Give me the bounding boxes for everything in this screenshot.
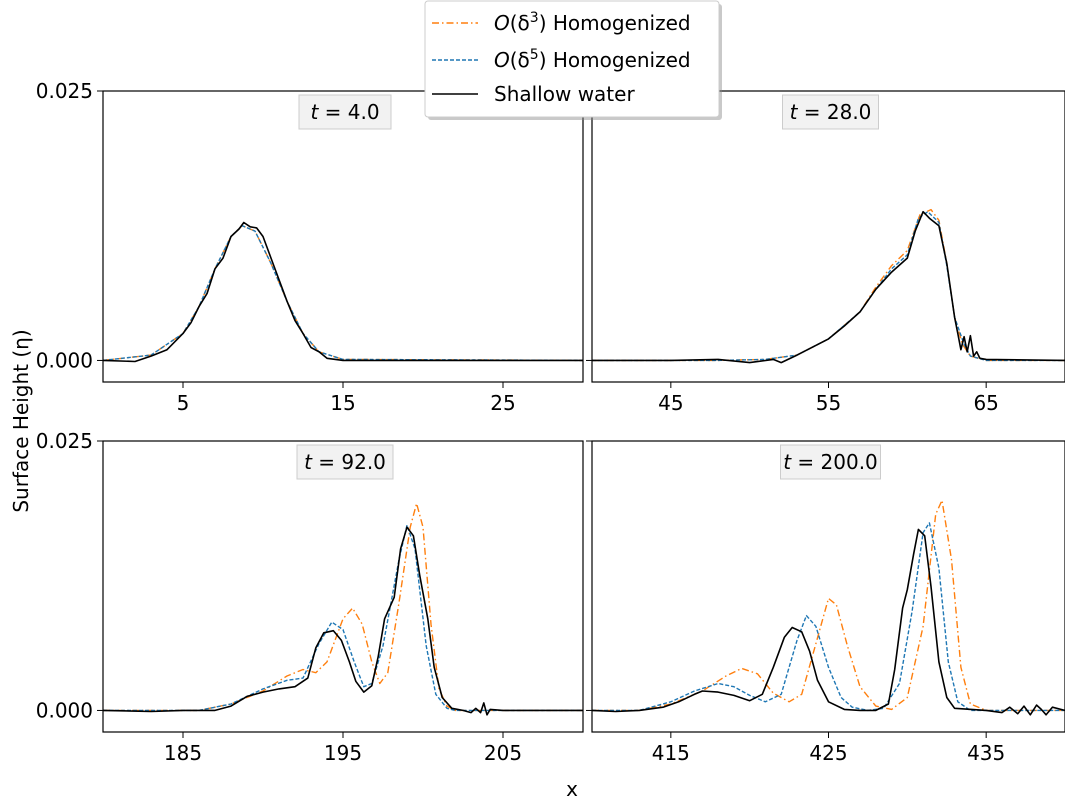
series-line-o3 [103, 226, 583, 361]
time-value: = 92.0 [312, 450, 386, 474]
series-line-o3 [103, 504, 583, 711]
legend-sup-o5: 5 [530, 47, 539, 63]
panel-4: 415 425 435 t = 200.0 [586, 441, 1065, 765]
time-value: = 28.0 [797, 100, 871, 124]
legend-label-o3: O(δ3) Homogenized [494, 10, 691, 35]
series-line-o3 [592, 500, 1065, 710]
y-axis-label: Surface Height (η) [9, 329, 33, 512]
x-tick-label: 15 [330, 391, 355, 415]
x-tick-label: 425 [809, 741, 847, 765]
series-line-o5 [103, 525, 583, 710]
x-tick-label: 25 [490, 391, 515, 415]
x-tick-label: 415 [652, 741, 690, 765]
x-tick-label: 45 [658, 391, 683, 415]
legend-sup-o3: 3 [530, 10, 539, 26]
series-line-sw [103, 527, 583, 715]
panel-2: 45 55 65 t = 28.0 [586, 91, 1065, 415]
x-tick-label: 5 [177, 391, 190, 415]
x-axis-label: x [566, 777, 578, 801]
series-line-sw [592, 212, 1065, 363]
panel-frame [103, 441, 583, 732]
x-tick-label: 195 [324, 741, 362, 765]
y-tick-label: 0.025 [36, 79, 93, 103]
time-value: = 4.0 [318, 100, 379, 124]
legend-label-sw: Shallow water [494, 82, 635, 106]
series-line-o5 [103, 226, 583, 361]
y-tick-label: 0.000 [36, 698, 93, 722]
time-label: t = 28.0 [790, 100, 872, 124]
time-value: = 200.0 [791, 450, 878, 474]
time-label: t = 200.0 [783, 450, 878, 474]
panel-3: 185 195 205 0.000 0.025 t = 92.0 [36, 429, 583, 765]
x-tick-label: 65 [973, 391, 998, 415]
x-tick-label: 205 [484, 741, 522, 765]
y-tick-label: 0.000 [36, 348, 93, 372]
x-tick-label: 55 [816, 391, 841, 415]
series-line-o3 [592, 210, 1065, 361]
series-line-sw [103, 223, 583, 362]
legend-label-o5: O(δ5) Homogenized [494, 47, 691, 72]
y-tick-label: 0.025 [36, 429, 93, 453]
legend: O(δ3) Homogenized O(δ5) Homogenized Shal… [425, 1, 722, 120]
panel-frame [592, 441, 1065, 732]
x-tick-label: 435 [967, 741, 1005, 765]
series-line-o5 [592, 523, 1065, 711]
x-tick-label: 185 [164, 741, 202, 765]
series-line-sw [592, 529, 1065, 714]
panel-1: 5 15 25 0.000 0.025 t = 4.0 [36, 79, 583, 415]
time-label: t = 4.0 [310, 100, 379, 124]
time-label: t = 92.0 [304, 450, 386, 474]
